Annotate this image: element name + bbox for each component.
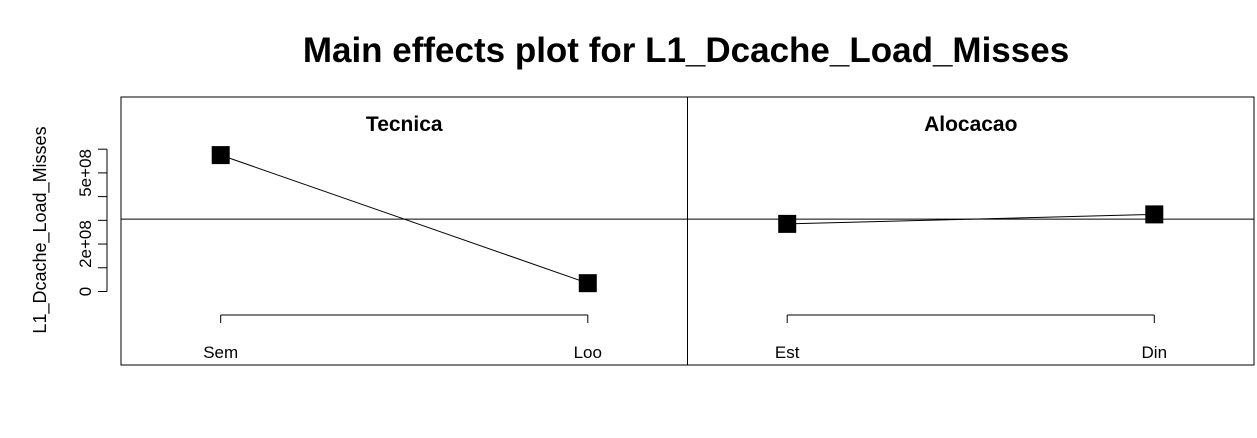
panel-frame: [120, 96, 688, 366]
y-tick-label: 0: [76, 287, 95, 296]
mean-point: [1145, 205, 1164, 224]
y-axis-label: L1_Dcache_Load_Misses: [30, 126, 51, 333]
mean-point: [578, 274, 597, 293]
y-tick-label: 5e+08: [76, 149, 95, 197]
panel-title: Tecnica: [366, 113, 443, 136]
panel-title: Alocacao: [924, 113, 1017, 136]
level-label: Est: [775, 343, 800, 362]
panel-alocacao: Alocacao Est Din: [687, 96, 1255, 366]
panel-frame: [687, 96, 1255, 366]
level-label: Din: [1142, 343, 1168, 362]
level-label: Loo: [574, 343, 602, 362]
series-line: [787, 213, 1155, 225]
y-tick-label: 2e+08: [76, 220, 95, 268]
level-label: Sem: [203, 343, 238, 362]
panel-tecnica: Tecnica Sem Loo: [120, 96, 688, 366]
series-line: [220, 154, 588, 284]
panels: Tecnica Sem Loo Alocacao Est Din: [120, 96, 1255, 366]
y-axis: 0 2e+08 5e+08: [76, 148, 108, 296]
mean-point: [778, 214, 797, 233]
mean-point: [211, 146, 230, 165]
chart-title: Main effects plot for L1_Dcache_Load_Mis…: [303, 31, 1069, 70]
